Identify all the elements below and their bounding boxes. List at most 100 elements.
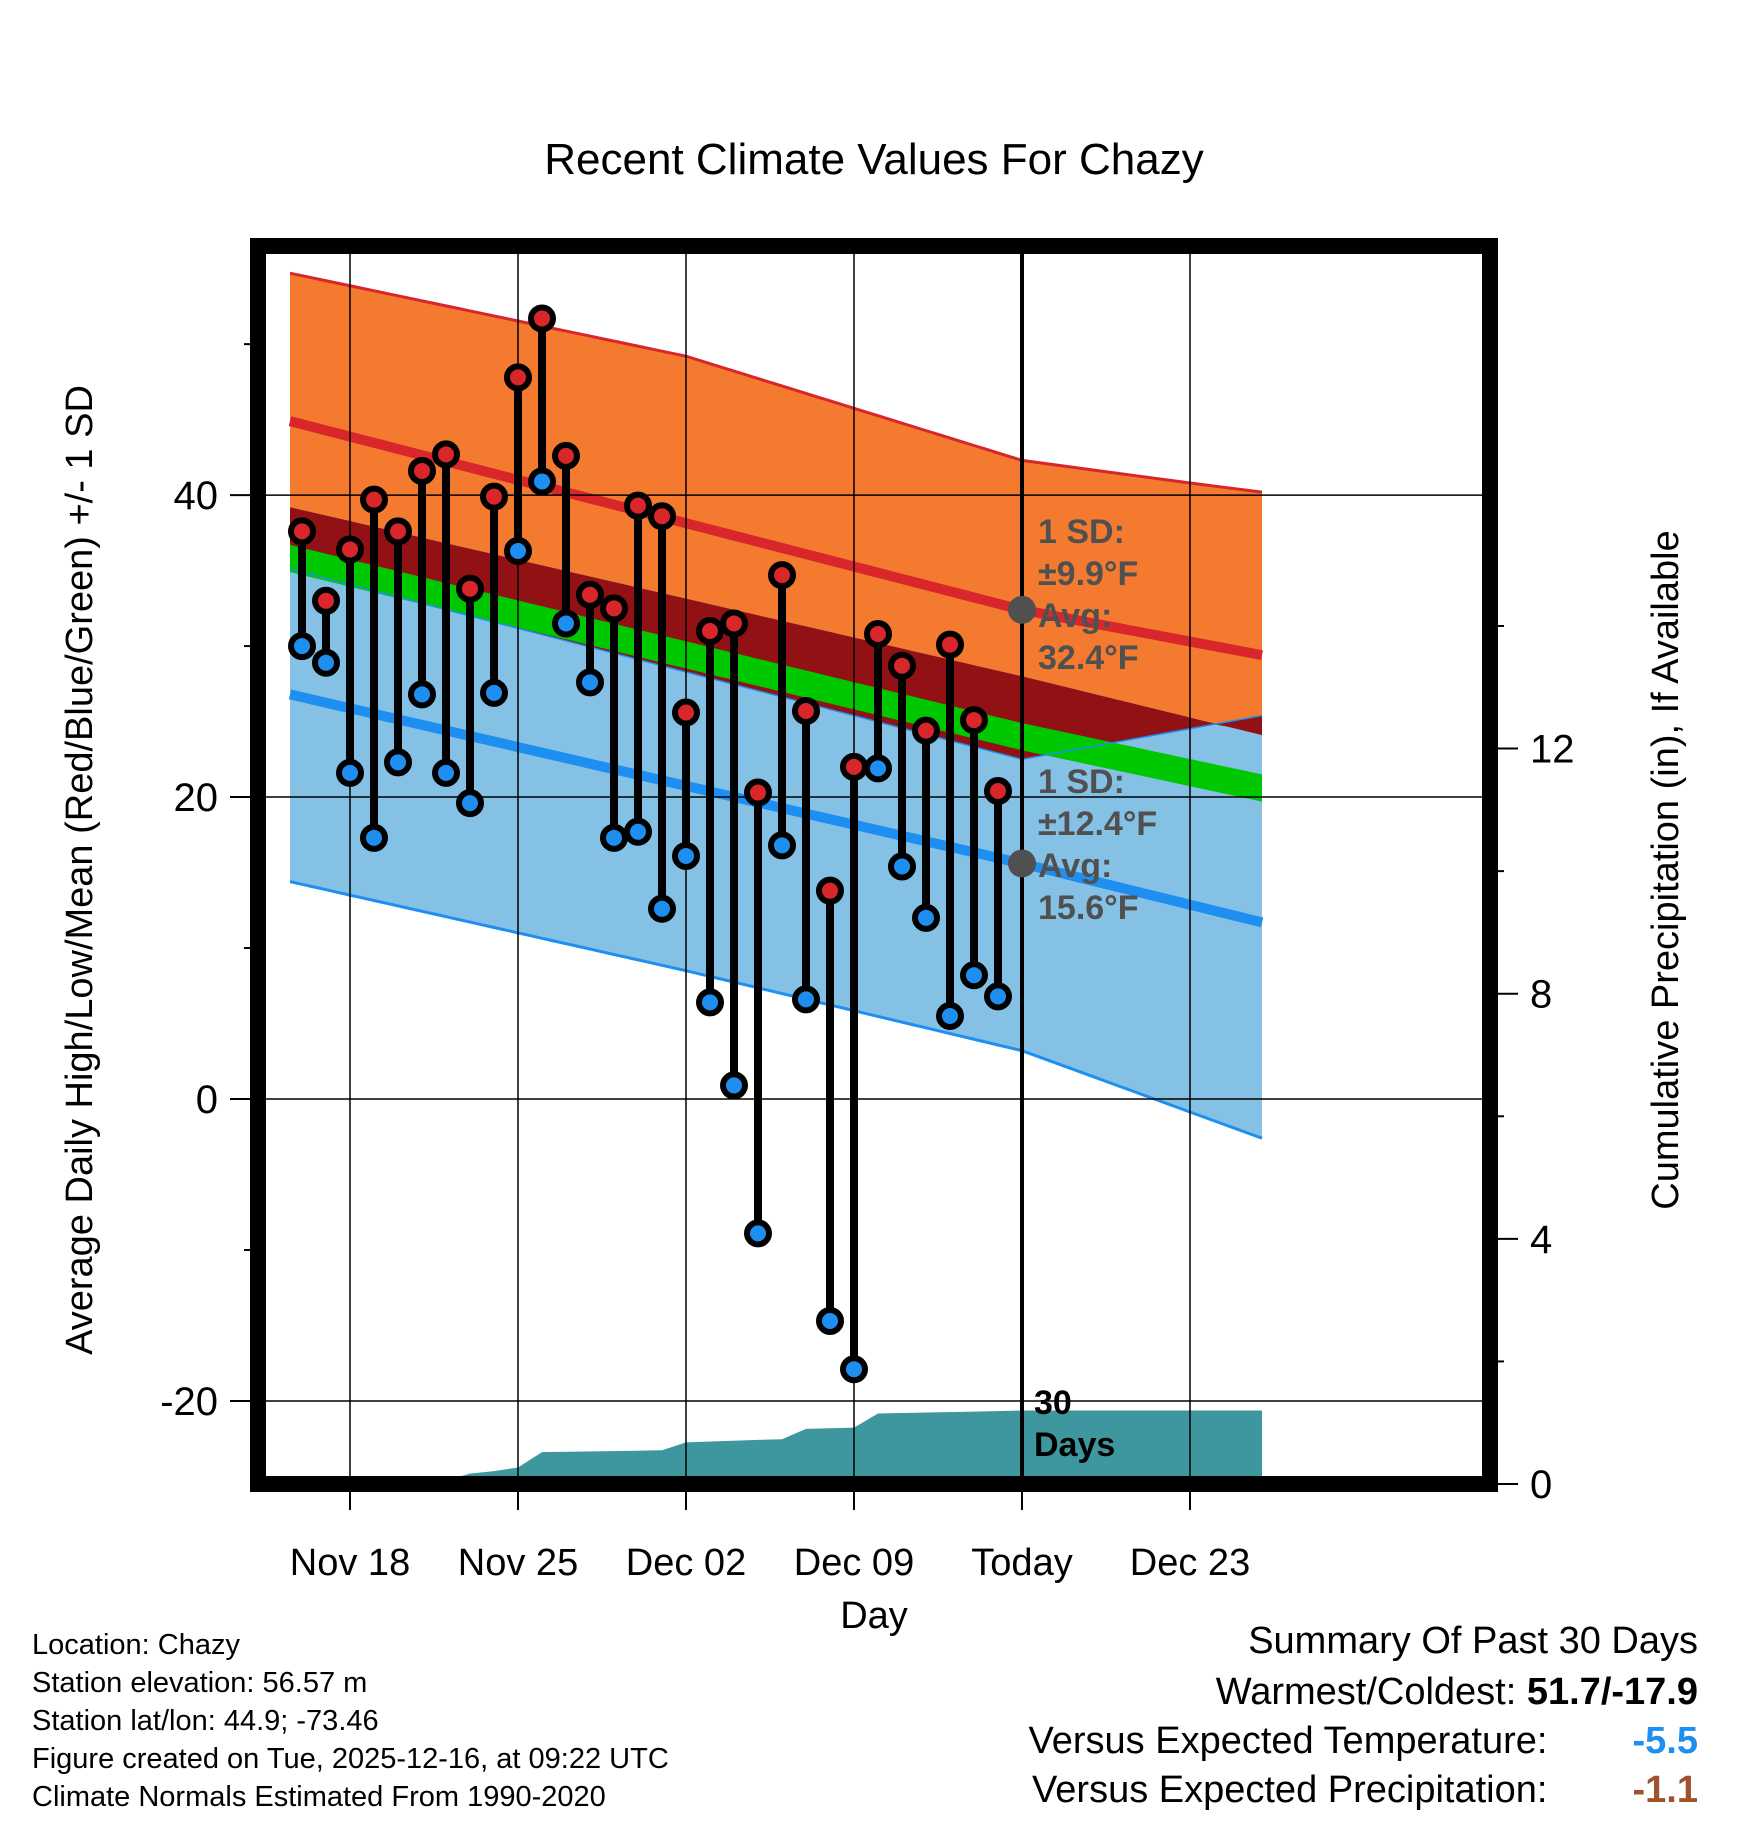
created-text: Figure created on Tue, 2025-12-16, at 09… — [32, 1743, 669, 1775]
low-marker — [288, 632, 316, 661]
summary-title: Summary Of Past 30 Days — [1248, 1620, 1698, 1662]
low-marker — [696, 988, 724, 1017]
high-marker — [384, 517, 412, 546]
extremes-label: Warmest/Coldest: — [1215, 1671, 1517, 1713]
low-normal-line — [288, 689, 1264, 928]
low-sd-value: ±12.4°F — [1038, 805, 1157, 843]
chart-title: Recent Climate Values For Chazy — [544, 135, 1203, 184]
high-marker — [960, 706, 988, 735]
y2-tick-label: 4 — [1530, 1218, 1552, 1262]
x-tick-label: Today — [971, 1542, 1072, 1584]
high-marker — [360, 485, 388, 514]
low-marker — [336, 758, 364, 787]
low-marker — [480, 678, 508, 707]
low-marker — [312, 648, 340, 677]
high-marker — [672, 698, 700, 727]
high-avg-label: Avg: — [1038, 597, 1112, 635]
low-marker — [552, 609, 580, 638]
mean-normal-band — [290, 544, 1262, 802]
today-low-avg-dot — [1008, 849, 1036, 878]
high-upper-line — [289, 271, 1263, 494]
y-tick-label: 40 — [174, 474, 219, 518]
period-number: 30 — [1034, 1384, 1072, 1422]
low-sd-label: 1 SD: — [1038, 763, 1125, 801]
low-marker — [360, 823, 388, 852]
low-marker — [504, 536, 532, 565]
low-marker — [576, 668, 604, 697]
latlon-text: Station lat/lon: 44.9; -73.46 — [32, 1705, 379, 1737]
y-tick-label: 20 — [174, 776, 219, 820]
high-marker — [816, 876, 844, 905]
high-marker — [768, 561, 796, 590]
high-marker — [984, 777, 1012, 806]
high-marker — [912, 716, 940, 745]
overlap-band — [290, 507, 1262, 760]
x-tick-label: Dec 23 — [1130, 1542, 1250, 1584]
low-marker — [384, 748, 412, 777]
high-marker — [696, 616, 724, 645]
low-marker — [456, 789, 484, 818]
high-marker — [336, 535, 364, 564]
high-marker — [432, 440, 460, 469]
y-tick-label: 0 — [196, 1078, 218, 1122]
high-marker — [888, 651, 916, 680]
y2-axis-label: Cumulative Precipitation (in), If Availa… — [1645, 530, 1687, 1209]
high-sd-band — [290, 273, 1262, 760]
low-sd-band — [290, 507, 1262, 1139]
summary-precip: Versus Expected Precipitation: -1.1 — [1029, 1769, 1698, 1812]
summary-temp: Versus Expected Temperature: -5.5 — [1029, 1720, 1698, 1763]
high-marker — [312, 586, 340, 615]
high-marker — [624, 491, 652, 520]
y2-tick-label: 0 — [1530, 1463, 1552, 1507]
high-marker — [936, 630, 964, 659]
high-marker — [504, 363, 532, 392]
period-unit: Days — [1034, 1426, 1115, 1464]
x-tick-label: Nov 18 — [290, 1542, 410, 1584]
temp-label: Versus Expected Temperature: — [1028, 1720, 1548, 1762]
high-marker — [720, 609, 748, 638]
y-axis-label: Average Daily High/Low/Mean (Red/Blue/Gr… — [59, 385, 101, 1355]
elevation-text: Station elevation: 56.57 m — [32, 1667, 368, 1699]
low-marker — [840, 1355, 868, 1384]
low-avg-value: 15.6°F — [1038, 889, 1139, 927]
precip-label: Versus Expected Precipitation: — [1032, 1769, 1548, 1811]
high-marker — [552, 441, 580, 470]
low-marker — [936, 1001, 964, 1030]
y2-tick-label: 12 — [1530, 728, 1575, 772]
station-info: Location: Chazy Station elevation: 56.57… — [32, 1626, 669, 1816]
high-marker — [600, 594, 628, 623]
low-marker — [432, 758, 460, 787]
precip-area — [299, 1410, 1263, 1484]
high-marker — [456, 574, 484, 603]
location-text: Location: Chazy — [32, 1629, 240, 1661]
high-marker — [576, 580, 604, 609]
high-marker — [528, 304, 556, 333]
low-marker — [960, 961, 988, 990]
plot-frame — [250, 238, 1498, 1492]
x-tick-label: Dec 09 — [794, 1542, 914, 1584]
precip-value: -1.1 — [1632, 1769, 1698, 1811]
low-marker — [408, 680, 436, 709]
high-sd-label: 1 SD: — [1038, 513, 1125, 551]
high-marker — [648, 502, 676, 531]
plot-area: 1 SD: ±9.9°F Avg: 32.4°F 1 SD: ±12.4°F Avg: 15.… — [160, 238, 1575, 1584]
high-marker — [480, 482, 508, 511]
high-marker — [408, 456, 436, 485]
extremes-value: 51.7/-17.9 — [1526, 1671, 1698, 1713]
high-marker — [840, 752, 868, 781]
low-marker — [600, 823, 628, 852]
low-marker — [744, 1219, 772, 1248]
normals-text: Climate Normals Estimated From 1990-2020 — [32, 1781, 606, 1813]
low-marker — [648, 894, 676, 923]
y2-tick-label: 8 — [1530, 973, 1552, 1017]
low-marker — [720, 1071, 748, 1100]
today-high-avg-dot — [1008, 595, 1036, 624]
high-sd-value: ±9.9°F — [1038, 555, 1138, 593]
summary-panel: Summary Of Past 30 Days Warmest/Coldest:… — [1029, 1620, 1698, 1812]
low-marker — [768, 831, 796, 860]
high-marker — [744, 778, 772, 807]
high-marker — [864, 620, 892, 649]
low-marker — [984, 982, 1012, 1011]
low-avg-label: Avg: — [1038, 847, 1112, 885]
